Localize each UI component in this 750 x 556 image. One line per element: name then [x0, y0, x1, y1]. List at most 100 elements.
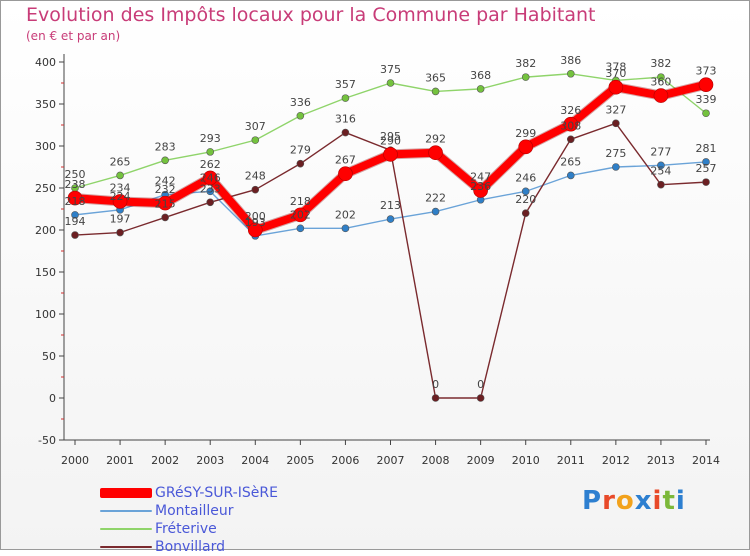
x-tick-label: 2005 [286, 454, 314, 467]
data-label-gr-sy-sur-is-re: 373 [696, 65, 717, 78]
y-tick-label: 300 [35, 140, 56, 153]
data-label-bonvillard: 0 [477, 378, 484, 391]
x-tick-label: 2009 [467, 454, 495, 467]
logo-letter: i [675, 486, 686, 516]
data-label-bonvillard: 254 [650, 165, 671, 178]
point-fr-terive [251, 136, 260, 144]
proxiti-logo: Proxiti [582, 486, 686, 516]
point-fr-terive [521, 73, 530, 81]
data-label-montailleur: 246 [515, 171, 536, 184]
data-label-bonvillard: 233 [200, 182, 221, 195]
point-bonvillard [71, 231, 79, 239]
data-label-bonvillard: 215 [155, 197, 176, 210]
point-fr-terive [702, 109, 710, 118]
x-tick-label: 2010 [512, 454, 540, 467]
x-tick-label: 2002 [151, 454, 179, 467]
point-fr-terive [431, 87, 440, 96]
logo-letter: r [602, 486, 616, 516]
data-label-bonvillard: 257 [696, 162, 717, 175]
data-label-montailleur: 246 [200, 171, 221, 184]
point-gr-sy-sur-is-re [383, 147, 398, 162]
y-tick-label: 350 [35, 98, 56, 111]
y-tick-label: 400 [35, 56, 56, 69]
logo-letter: x [634, 486, 653, 516]
data-label-gr-sy-sur-is-re: 218 [290, 195, 311, 208]
point-gr-sy-sur-is-re [608, 79, 624, 95]
data-label-bonvillard: 308 [560, 119, 581, 132]
point-montailleur [566, 171, 575, 180]
data-label-gr-sy-sur-is-re: 299 [515, 127, 536, 140]
data-label-montailleur: 218 [65, 195, 86, 208]
x-tick-label: 2001 [106, 454, 134, 467]
data-label-fr-terive: 382 [515, 57, 536, 70]
legend-swatch [100, 488, 152, 498]
data-label-fr-terive: 336 [290, 96, 311, 109]
data-label-fr-terive: 386 [560, 54, 581, 67]
data-label-fr-terive: 265 [110, 155, 131, 168]
point-fr-terive [296, 111, 305, 120]
y-tick-label: 50 [42, 350, 56, 363]
legend-swatch [100, 528, 152, 530]
data-label-montailleur: 193 [245, 216, 266, 229]
x-tick-label: 2014 [692, 454, 720, 467]
point-montailleur [71, 211, 79, 219]
point-montailleur [521, 187, 530, 196]
data-label-montailleur: 222 [425, 192, 446, 205]
point-montailleur [386, 215, 395, 223]
point-bonvillard [296, 159, 305, 168]
point-bonvillard [612, 119, 620, 128]
data-label-montailleur: 242 [155, 175, 176, 188]
data-label-fr-terive: 307 [245, 120, 266, 133]
data-label-gr-sy-sur-is-re: 262 [200, 158, 221, 171]
data-label-montailleur: 277 [650, 145, 671, 158]
point-gr-sy-sur-is-re [247, 222, 263, 238]
data-label-fr-terive: 368 [470, 69, 491, 82]
point-fr-terive [161, 156, 169, 165]
data-label-bonvillard: 220 [515, 193, 536, 206]
data-label-gr-sy-sur-is-re: 360 [650, 76, 671, 89]
point-fr-terive [386, 79, 395, 87]
legend-swatch [100, 510, 152, 512]
data-label-fr-terive: 365 [425, 71, 446, 84]
logo-letter: o [615, 486, 635, 516]
point-montailleur [431, 207, 440, 216]
data-label-gr-sy-sur-is-re: 370 [605, 67, 626, 80]
point-gr-sy-sur-is-re [473, 183, 488, 198]
x-tick-label: 2013 [647, 454, 675, 467]
data-label-fr-terive: 293 [200, 132, 221, 145]
data-label-montailleur: 281 [696, 142, 717, 155]
point-bonvillard [206, 198, 215, 207]
point-gr-sy-sur-is-re [112, 194, 128, 209]
data-label-montailleur: 265 [560, 155, 581, 168]
data-label-fr-terive: 382 [650, 57, 671, 70]
y-tick-label: -50 [38, 434, 56, 447]
legend-label: Montailleur [155, 503, 234, 519]
point-bonvillard [521, 209, 530, 217]
legend-swatch [100, 546, 152, 548]
data-label-bonvillard: 248 [245, 170, 266, 183]
chart-title: Evolution des Impôts locaux pour la Comm… [26, 4, 596, 26]
data-label-gr-sy-sur-is-re: 200 [245, 210, 266, 223]
legend-label: Fréterive [155, 521, 217, 537]
x-tick-label: 2007 [377, 454, 405, 467]
data-label-bonvillard: 279 [290, 144, 311, 157]
series-line-bonvillard [74, 122, 707, 399]
point-montailleur [657, 161, 665, 170]
point-gr-sy-sur-is-re [653, 88, 669, 103]
y-tick-label: 250 [35, 182, 56, 195]
data-label-montailleur: 202 [335, 208, 356, 221]
data-label-fr-terive: 378 [605, 60, 626, 73]
data-label-gr-sy-sur-is-re: 234 [110, 181, 131, 194]
y-tick-label: 0 [49, 392, 56, 405]
logo-letter: t [662, 486, 676, 516]
x-tick-label: 2000 [61, 454, 89, 467]
point-bonvillard [566, 135, 575, 144]
y-tick-label: 100 [35, 308, 56, 321]
data-label-fr-terive: 375 [380, 63, 401, 76]
point-fr-terive [341, 94, 350, 102]
point-gr-sy-sur-is-re [698, 77, 714, 92]
data-label-montailleur: 236 [470, 180, 491, 193]
point-gr-sy-sur-is-re [338, 166, 353, 182]
data-label-montailleur: 202 [290, 208, 311, 221]
